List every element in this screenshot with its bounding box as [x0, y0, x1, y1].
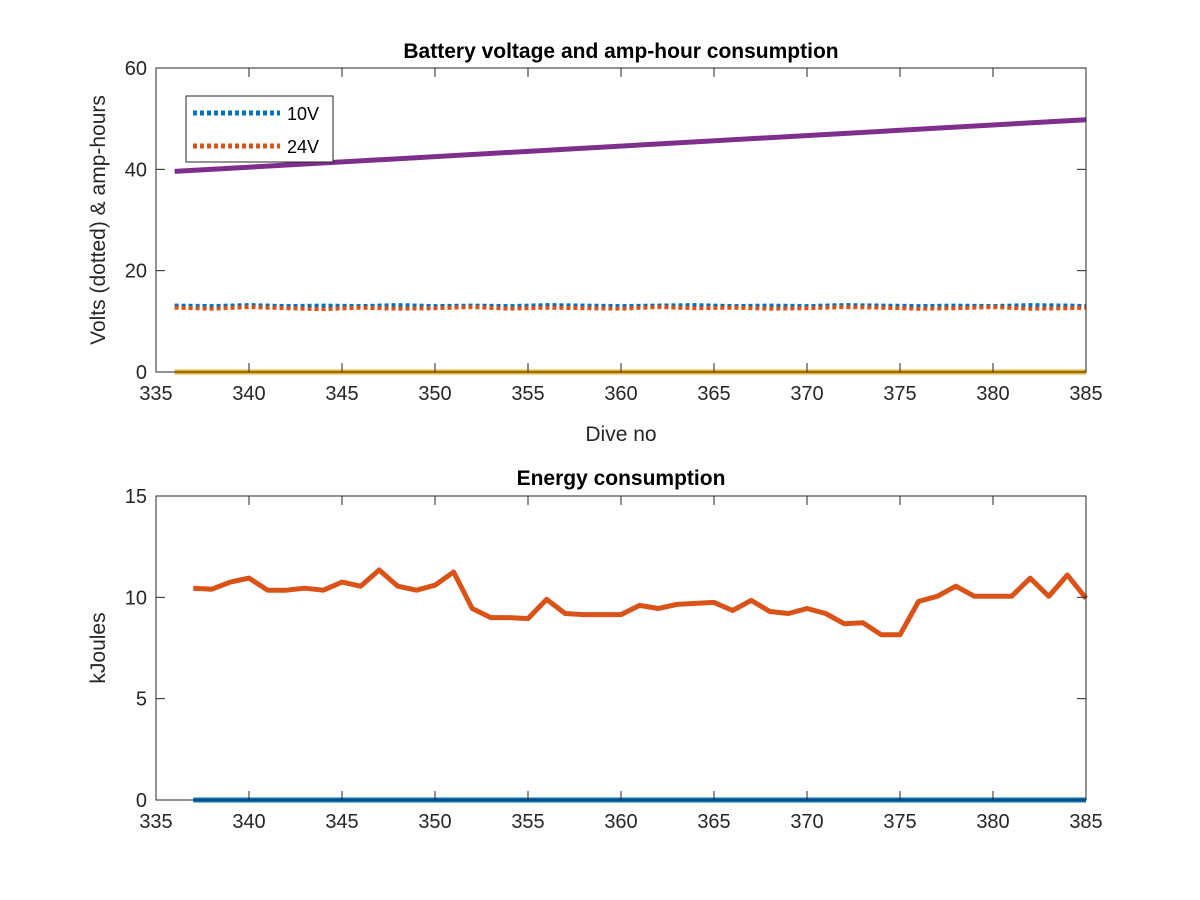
series-line-4	[174, 117, 1087, 174]
legend-entry-10v: 10V	[287, 104, 319, 124]
x-tick-label: 355	[511, 383, 544, 405]
y-tick-label: 60	[125, 58, 147, 80]
y-tick-label: 5	[136, 689, 147, 711]
x-tick-label: 365	[697, 383, 730, 405]
x-tick-label: 335	[139, 383, 172, 405]
x-tick-label: 340	[232, 383, 265, 405]
chart-title: Battery voltage and amp-hour consumption	[403, 40, 838, 63]
x-tick-label: 380	[976, 383, 1009, 405]
x-axis-label: Dive no	[585, 423, 656, 446]
y-tick-label: 40	[125, 159, 147, 181]
y-axis-label: kJoules	[87, 612, 110, 683]
legend-entry-24v: 24V	[287, 137, 319, 157]
x-tick-label: 345	[325, 811, 358, 833]
x-tick-label: 365	[697, 811, 730, 833]
ticks-layer: 335 340 345 350 355 360 365 370 375 380 385 0 5 10 15	[125, 486, 1103, 833]
y-tick-label: 10	[125, 587, 147, 609]
legend-box	[185, 95, 334, 163]
x-tick-label: 375	[883, 383, 916, 405]
x-tick-label: 345	[325, 383, 358, 405]
x-tick-label: 375	[883, 811, 916, 833]
x-tick-label: 360	[604, 383, 637, 405]
y-tick-label: 0	[136, 790, 147, 812]
x-tick-label: 370	[790, 383, 823, 405]
chart-title: Energy consumption	[517, 467, 726, 490]
x-tick-label: 335	[139, 811, 172, 833]
y-tick-label: 20	[125, 261, 147, 283]
plot-area	[156, 496, 1086, 800]
x-tick-label: 355	[511, 811, 544, 833]
x-tick-label: 350	[418, 811, 451, 833]
x-tick-label: 385	[1069, 383, 1102, 405]
x-tick-label: 340	[232, 811, 265, 833]
series-line-2	[193, 567, 1088, 638]
ticks-layer: 335 340 345 350 355 360 365 370 375 380 385 0 20 40 60	[125, 58, 1103, 405]
x-tick-label: 385	[1069, 811, 1102, 833]
x-tick-label: 380	[976, 811, 1009, 833]
y-tick-label: 15	[125, 486, 147, 508]
x-tick-label: 350	[418, 383, 451, 405]
y-axis-label: Volts (dotted) & amp-hours	[87, 95, 110, 345]
x-tick-label: 370	[790, 811, 823, 833]
voltage-chart-panel: 335 340 345 350 355 360 365 370 375 380 385 0 20 40 60…	[87, 40, 1103, 446]
legend: 10V 24V	[185, 95, 334, 163]
energy-chart-panel: 335 340 345 350 355 360 365 370 375 380 385051015 …	[87, 467, 1103, 833]
series-line-10v	[174, 303, 1087, 309]
series-line-24v	[174, 305, 1087, 312]
y-tick-label: 0	[136, 362, 147, 384]
x-tick-label: 360	[604, 811, 637, 833]
